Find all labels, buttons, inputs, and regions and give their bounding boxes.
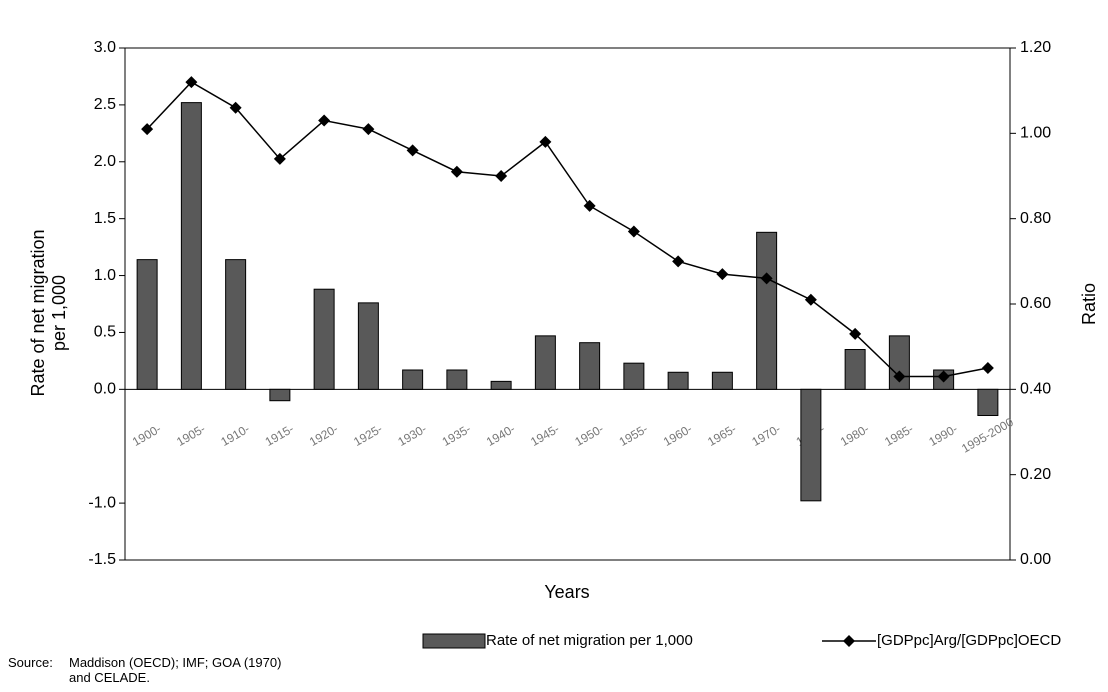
marker bbox=[318, 114, 331, 127]
bar bbox=[711, 371, 733, 390]
bar bbox=[490, 380, 512, 390]
marker bbox=[583, 199, 596, 212]
bar bbox=[269, 388, 291, 402]
bar bbox=[800, 388, 822, 502]
bar bbox=[756, 231, 778, 390]
marker bbox=[539, 135, 552, 148]
y-tick-label: 2.5 bbox=[94, 96, 116, 113]
y2-tick-label: 0.60 bbox=[1020, 295, 1051, 312]
bar bbox=[180, 102, 202, 390]
y-axis-title: Rate of net migration per 1,000 bbox=[28, 229, 69, 397]
bar bbox=[225, 259, 247, 390]
bar bbox=[534, 335, 556, 390]
y-tick-label: 1.5 bbox=[94, 210, 116, 227]
marker bbox=[273, 152, 286, 165]
bar bbox=[446, 369, 468, 390]
marker bbox=[716, 268, 729, 281]
y2-tick-label: 0.40 bbox=[1020, 381, 1051, 398]
source-label: Source: bbox=[8, 655, 53, 670]
marker bbox=[185, 76, 198, 89]
y2-tick-label: 0.80 bbox=[1020, 210, 1051, 227]
marker bbox=[141, 123, 154, 136]
x-axis-title: Years bbox=[544, 582, 589, 602]
legend-swatch bbox=[422, 633, 486, 649]
marker bbox=[672, 255, 685, 268]
y-tick-label: 0.0 bbox=[94, 381, 116, 398]
bar bbox=[402, 369, 424, 390]
bar bbox=[844, 349, 866, 390]
source-text: Maddison (OECD); IMF; GOA (1970) and CEL… bbox=[69, 655, 282, 685]
y-tick-label: -1.0 bbox=[88, 494, 116, 511]
marker bbox=[450, 165, 463, 178]
y2-tick-label: 0.00 bbox=[1020, 551, 1051, 568]
marker bbox=[937, 370, 950, 383]
bar bbox=[313, 288, 335, 390]
bar bbox=[579, 342, 601, 390]
bar bbox=[667, 371, 689, 390]
x-label-band bbox=[126, 395, 1009, 478]
y2-tick-label: 0.20 bbox=[1020, 466, 1051, 483]
y-tick-label: -1.5 bbox=[88, 551, 116, 568]
marker bbox=[627, 225, 640, 238]
bar bbox=[357, 302, 379, 390]
y2-tick-label: 1.00 bbox=[1020, 125, 1051, 142]
marker bbox=[406, 144, 419, 157]
marker bbox=[981, 362, 994, 374]
marker bbox=[362, 123, 375, 136]
y-tick-label: 3.0 bbox=[94, 39, 116, 56]
y2-axis-title: Ratio bbox=[1079, 283, 1099, 325]
marker bbox=[760, 272, 773, 285]
y-tick-label: 1.0 bbox=[94, 267, 116, 284]
line bbox=[146, 81, 989, 378]
marker bbox=[495, 170, 508, 182]
bar bbox=[136, 259, 158, 390]
legend-marker bbox=[843, 635, 855, 647]
marker bbox=[804, 293, 817, 306]
marker bbox=[849, 327, 862, 340]
marker bbox=[229, 101, 242, 114]
y2-tick-label: 1.20 bbox=[1020, 39, 1051, 56]
y-tick-label: 0.5 bbox=[94, 324, 116, 341]
legend-label: [GDPpc]Arg/[GDPpc]OECD bbox=[877, 632, 1061, 649]
bar bbox=[977, 388, 999, 417]
marker bbox=[893, 370, 906, 383]
y-tick-label: 2.0 bbox=[94, 153, 116, 170]
legend-label: Rate of net migration per 1,000 bbox=[486, 632, 693, 649]
plot-frame bbox=[124, 47, 1011, 561]
bar bbox=[623, 362, 645, 390]
